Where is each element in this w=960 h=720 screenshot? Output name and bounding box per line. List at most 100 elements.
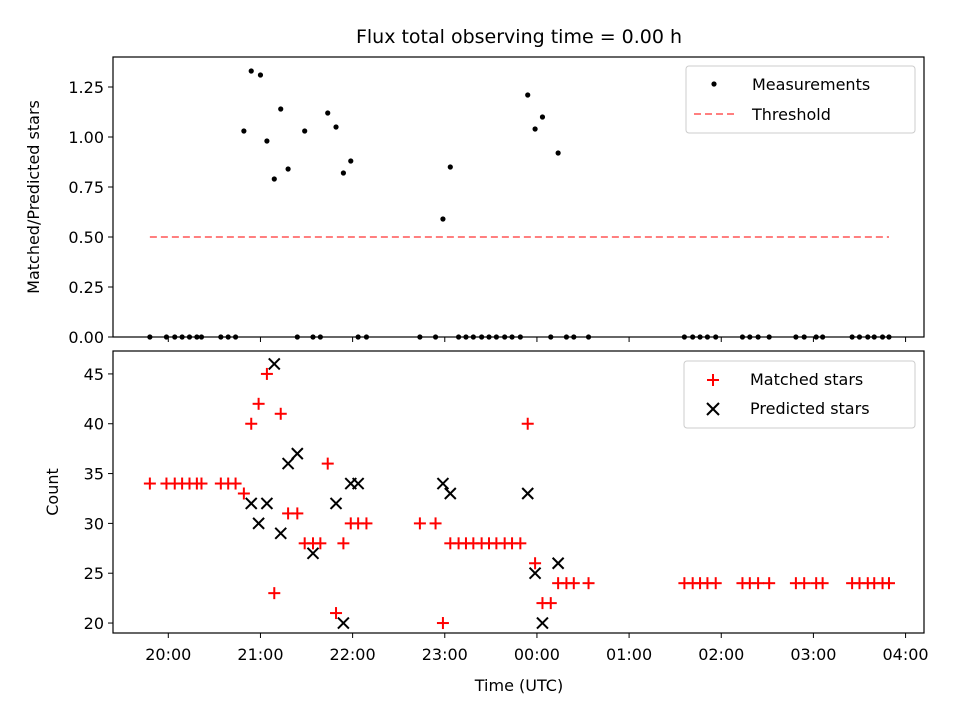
top-x-axis-ticks: [167, 337, 907, 342]
matched-star-point: [143, 477, 156, 490]
matched-star-point: [337, 537, 350, 550]
measurement-point: [285, 166, 291, 172]
predicted-star-point: [252, 517, 265, 530]
matched-star-point: [330, 607, 343, 620]
legend-marker-measurements: [711, 81, 717, 87]
measurement-point: [257, 72, 264, 78]
legend-marker-matched: [707, 374, 719, 386]
bottom-data-marks: [143, 357, 895, 630]
matched-star-point: [237, 487, 250, 500]
matched-star-point: [268, 587, 281, 600]
bottom-x-tick-label: 03:00: [790, 645, 836, 664]
matched-star-point: [245, 417, 258, 430]
measurement-point: [447, 164, 453, 170]
matched-star-point: [567, 577, 580, 590]
predicted-star-point: [337, 616, 350, 630]
measurement-point: [532, 126, 538, 132]
top-chart-title: Flux total observing time = 0.00 h: [356, 26, 682, 48]
predicted-star-point: [268, 357, 281, 371]
matched-star-point: [529, 557, 542, 570]
matched-star-point: [291, 507, 304, 520]
predicted-star-point: [436, 477, 450, 490]
measurement-point: [325, 110, 331, 116]
top-axes-frame: [112, 56, 925, 338]
measurement-point: [241, 128, 247, 134]
measurement-point: [248, 68, 254, 74]
predicted-star-point: [444, 487, 457, 500]
bottom-x-tick-label: 02:00: [698, 645, 744, 664]
matched-star-point: [429, 517, 442, 530]
matched-star-point: [360, 517, 373, 530]
matched-star-point: [514, 537, 527, 550]
measurement-point: [340, 170, 346, 176]
predicted-star-point: [536, 616, 549, 630]
bottom-x-tick-label: 20:00: [145, 645, 191, 664]
bottom-legend-box: [683, 360, 916, 429]
bottom-x-tick-label: 00:00: [514, 645, 560, 664]
matched-star-point: [521, 417, 534, 430]
matched-star-point: [274, 407, 287, 420]
bottom-y-tick-label: 40: [84, 415, 104, 434]
legend-label-measurements: Measurements: [752, 75, 870, 94]
bottom-x-tick-label: 21:00: [237, 645, 283, 664]
bottom-y-tick-label: 30: [84, 514, 104, 533]
matched-star-point: [582, 577, 595, 590]
top-panel: Flux total observing time = 0.00 h 0.00 0…: [24, 26, 925, 347]
matched-star-point: [816, 577, 829, 590]
predicted-star-point: [521, 487, 534, 500]
matched-star-point: [763, 577, 776, 590]
predicted-star-point: [551, 557, 565, 570]
matched-star-point: [195, 477, 208, 490]
legend-marker-predicted: [706, 402, 720, 416]
bottom-y-tick-label: 35: [84, 465, 104, 484]
measurement-point: [440, 216, 446, 222]
matched-star-point: [752, 577, 765, 590]
bottom-y-tick-label: 20: [84, 614, 104, 633]
measurement-point: [525, 92, 531, 98]
matched-star-point: [229, 477, 242, 490]
top-y-axis: 0.00 0.25 0.50 0.75 1.00 1.25: [68, 78, 113, 347]
bottom-x-tick-label: 04:00: [883, 645, 929, 664]
top-y-tick-label: 0.25: [68, 278, 104, 297]
bottom-y-axis-label: Count: [43, 468, 62, 516]
bottom-x-axis-label: Time (UTC): [474, 676, 563, 695]
matched-star-point: [314, 537, 327, 550]
bottom-x-tick-label: 01:00: [606, 645, 652, 664]
matched-star-point: [260, 367, 273, 380]
top-y-tick-label: 1.00: [68, 128, 104, 147]
measurement-point: [271, 176, 277, 182]
bottom-y-tick-label: 45: [84, 365, 104, 384]
measurement-point: [555, 150, 561, 156]
predicted-star-point: [306, 547, 320, 560]
matched-star-point: [413, 517, 426, 530]
predicted-star-point: [329, 497, 343, 510]
bottom-x-tick-label: 23:00: [422, 645, 468, 664]
predicted-star-point: [528, 567, 542, 580]
matched-star-point: [798, 577, 811, 590]
bottom-x-axis: 20:00 21:00 22:00 23:00 00:00 01:00 02:00 03:00…: [145, 633, 929, 664]
matched-star-point: [436, 617, 449, 630]
matched-star-point: [544, 597, 557, 610]
top-y-tick-label: 0.50: [68, 228, 104, 247]
matched-star-point: [252, 397, 265, 410]
bottom-axes-frame: [112, 350, 925, 634]
bottom-y-tick-label: 25: [84, 564, 104, 583]
bottom-legend: Matched stars Predicted stars: [683, 360, 916, 429]
measurement-point: [348, 158, 354, 164]
measurement-point: [264, 138, 270, 144]
predicted-star-point: [260, 497, 274, 510]
measurement-point: [302, 128, 308, 134]
top-legend: Measurements Threshold: [685, 65, 916, 134]
matched-star-point: [321, 457, 334, 470]
top-y-tick-label: 0.00: [68, 328, 104, 347]
predicted-star-point: [351, 477, 365, 490]
bottom-panel: 20 25 30 35 40 45 20:00 21:00 22:00 23:00 00:00 01…: [43, 350, 929, 695]
measurement-point: [333, 124, 339, 130]
predicted-star-point: [291, 447, 304, 460]
top-y-tick-label: 1.25: [68, 78, 104, 97]
top-legend-box: [685, 65, 916, 134]
matched-star-point: [709, 577, 722, 590]
legend-label-predicted: Predicted stars: [750, 399, 870, 418]
measurement-point: [278, 106, 284, 112]
